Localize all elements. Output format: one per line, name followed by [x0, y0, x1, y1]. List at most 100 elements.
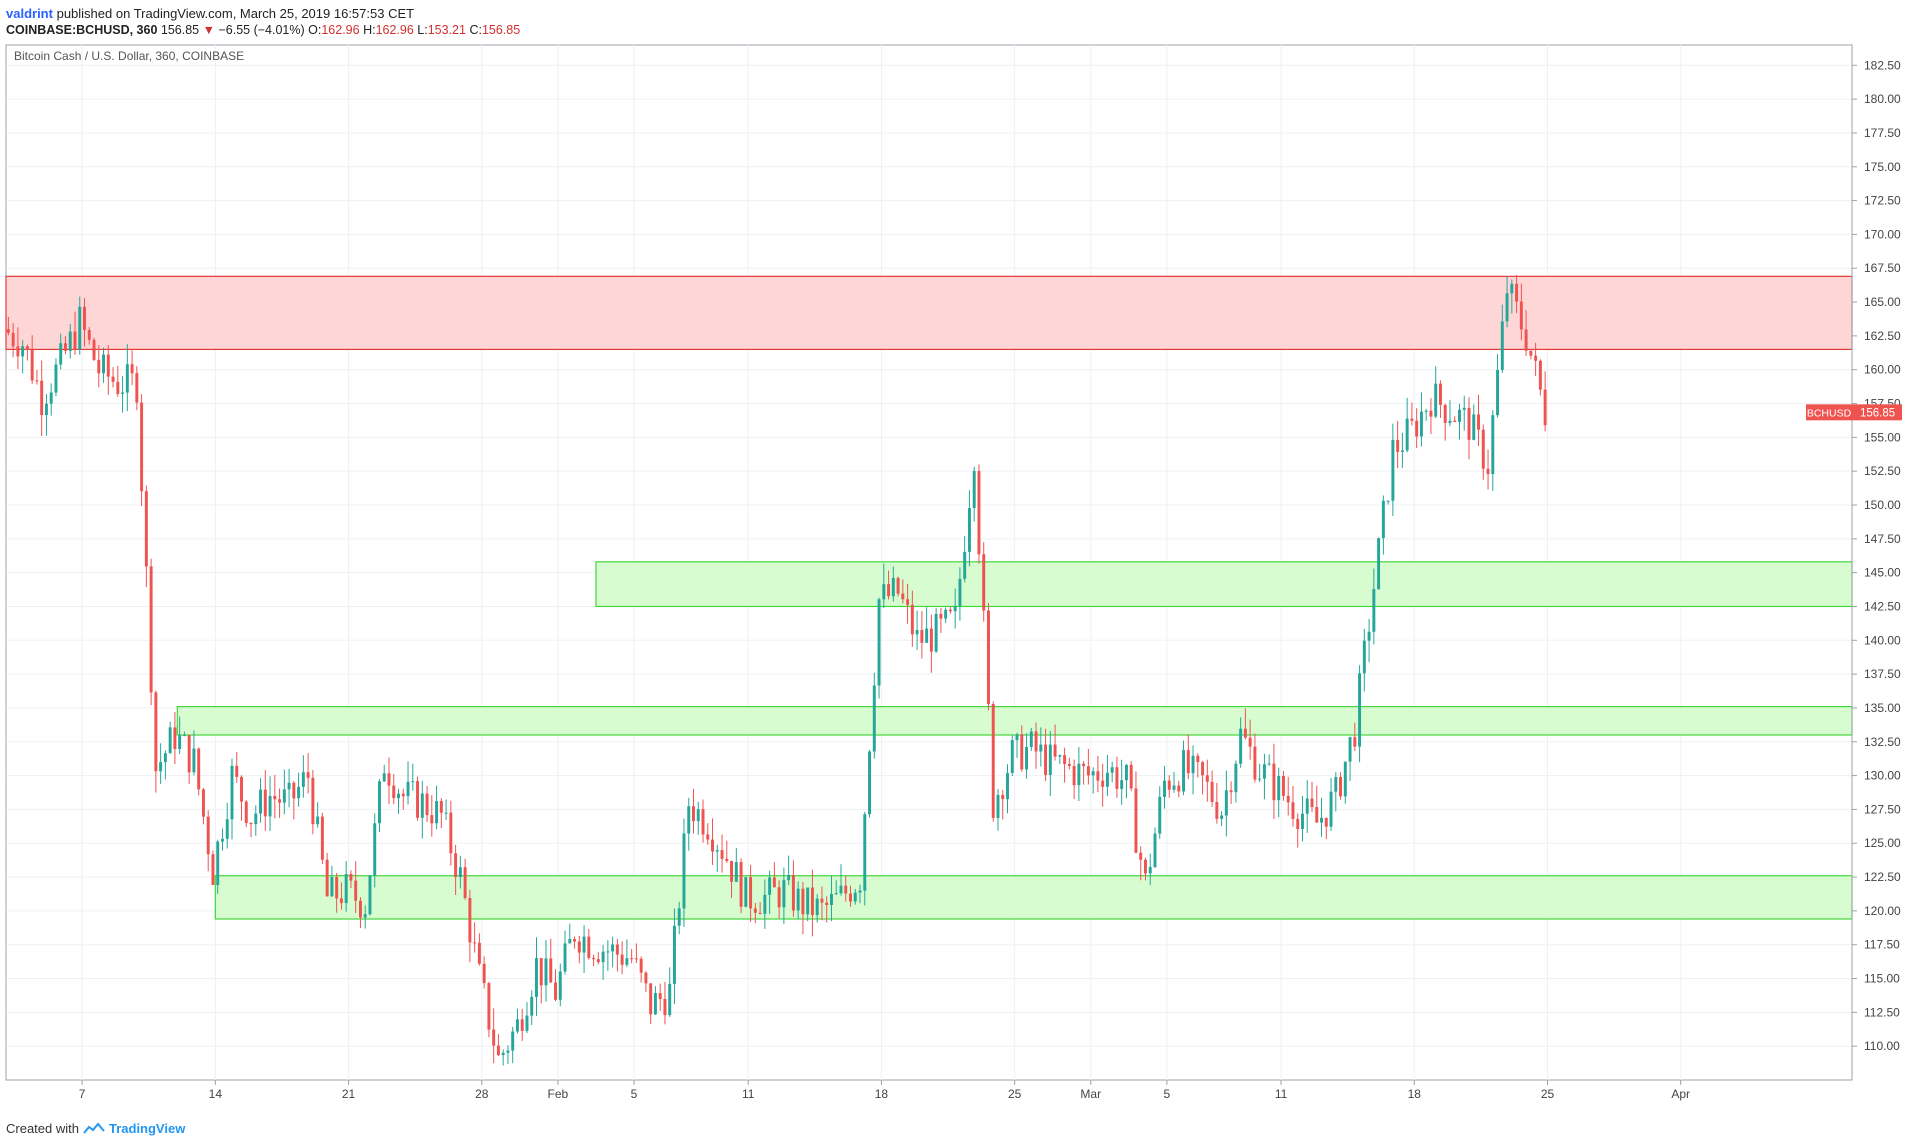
candle-up [696, 801, 700, 835]
candle-body [244, 801, 248, 823]
resistance-zone [5, 275, 1853, 351]
price-tag-value: 156.85 [1860, 407, 1895, 419]
candle-down [630, 949, 634, 964]
candle-body [444, 812, 448, 814]
candle-down [463, 858, 467, 900]
triangle-down-icon: ▼ [202, 23, 215, 37]
candle-up [944, 607, 948, 624]
candle-down [30, 335, 34, 384]
candle-up [1277, 767, 1281, 818]
grid-lines [6, 45, 1852, 1080]
price-chart[interactable]: 110.00 112.50 115.00 117.50 120.00 122.50 125.… [0, 40, 1909, 1115]
candle-body [435, 801, 439, 824]
candle-down [1063, 747, 1067, 783]
candle-body [1519, 301, 1523, 330]
candle-body [1429, 410, 1433, 417]
candle-body [1167, 780, 1171, 790]
candle-down [986, 602, 990, 711]
candle-body [21, 346, 25, 357]
candle-body [991, 704, 995, 818]
candle-down [910, 590, 914, 647]
candle-up [668, 967, 672, 1017]
candle-body [182, 735, 186, 737]
candle-body [1505, 293, 1509, 322]
y-tick-label: 120.00 [1864, 904, 1901, 918]
candle-down [87, 327, 91, 345]
candle-body [1158, 796, 1162, 834]
candle-down [335, 873, 339, 913]
published-text: published on TradingView.com, March 25, … [56, 6, 415, 21]
candle-body [1210, 781, 1214, 802]
candle-down [1477, 394, 1480, 447]
candle-body [1310, 798, 1314, 808]
candle-up [363, 905, 367, 929]
candle-body [1343, 761, 1347, 797]
candle-up [1148, 853, 1152, 886]
y-tick-label: 162.50 [1864, 329, 1901, 343]
candle-body [849, 893, 852, 902]
candle-down [6, 316, 10, 336]
candle-down [730, 860, 734, 898]
candle-body [639, 958, 643, 973]
candle-body [1534, 355, 1538, 361]
candle-down [849, 885, 852, 907]
tradingview-brand[interactable]: TradingView [108, 1121, 186, 1136]
candle-up [1424, 408, 1428, 421]
candle-body [349, 874, 353, 881]
candle-body [730, 860, 734, 882]
candle-down [473, 922, 477, 953]
candle-body [630, 958, 634, 960]
candle-body [1334, 777, 1338, 792]
candle-down [1296, 813, 1300, 848]
y-tick-label: 152.50 [1864, 464, 1901, 478]
candle-body [1367, 631, 1371, 641]
candle-up [1362, 629, 1366, 692]
x-tick-label: 25 [1541, 1087, 1555, 1101]
candle-up [506, 1045, 510, 1065]
candle-body [73, 331, 77, 350]
candle-body [320, 816, 324, 860]
candle-body [35, 380, 39, 382]
y-tick-label: 127.50 [1864, 802, 1901, 816]
candle-body [734, 862, 738, 882]
candle-down [1096, 755, 1100, 793]
candle-body [178, 735, 182, 750]
x-tick-label: 25 [1008, 1087, 1022, 1101]
y-tick-label: 142.50 [1864, 599, 1901, 613]
candle-body [1510, 283, 1514, 294]
candle-up [68, 323, 72, 359]
candle-body [201, 789, 205, 817]
candle-down [211, 850, 215, 886]
candle-down [1044, 728, 1048, 781]
candle-down [63, 336, 67, 355]
candle-up [1262, 753, 1266, 800]
candle-body [458, 867, 462, 878]
candle-down [977, 464, 981, 564]
candle-up [378, 779, 381, 833]
candle-body [929, 628, 933, 652]
candle-body [44, 403, 48, 416]
candle-up [967, 490, 971, 567]
author-link[interactable]: valdrint [6, 6, 53, 21]
candle-body [582, 936, 586, 953]
chart-title: Bitcoin Cash / U.S. Dollar, 360, COINBAS… [14, 49, 244, 63]
candle-down [468, 889, 472, 963]
candle-body [1391, 439, 1395, 501]
candle-up [1448, 400, 1452, 427]
candle-body [801, 888, 805, 915]
candle-body [753, 908, 757, 913]
candle-body [1538, 360, 1542, 390]
candle-up [49, 383, 53, 416]
y-tick-label: 155.00 [1864, 430, 1901, 444]
candle-down [634, 943, 638, 964]
candle-body [1044, 744, 1048, 775]
candle-body [1072, 766, 1076, 786]
y-tick-label: 122.50 [1864, 870, 1901, 884]
candle-body [63, 343, 67, 351]
candle-body [1115, 767, 1119, 789]
candle-up [121, 375, 125, 413]
candle-body [763, 894, 767, 914]
candle-body [606, 951, 610, 953]
candle-down [901, 579, 905, 604]
candle-down [1286, 776, 1290, 816]
